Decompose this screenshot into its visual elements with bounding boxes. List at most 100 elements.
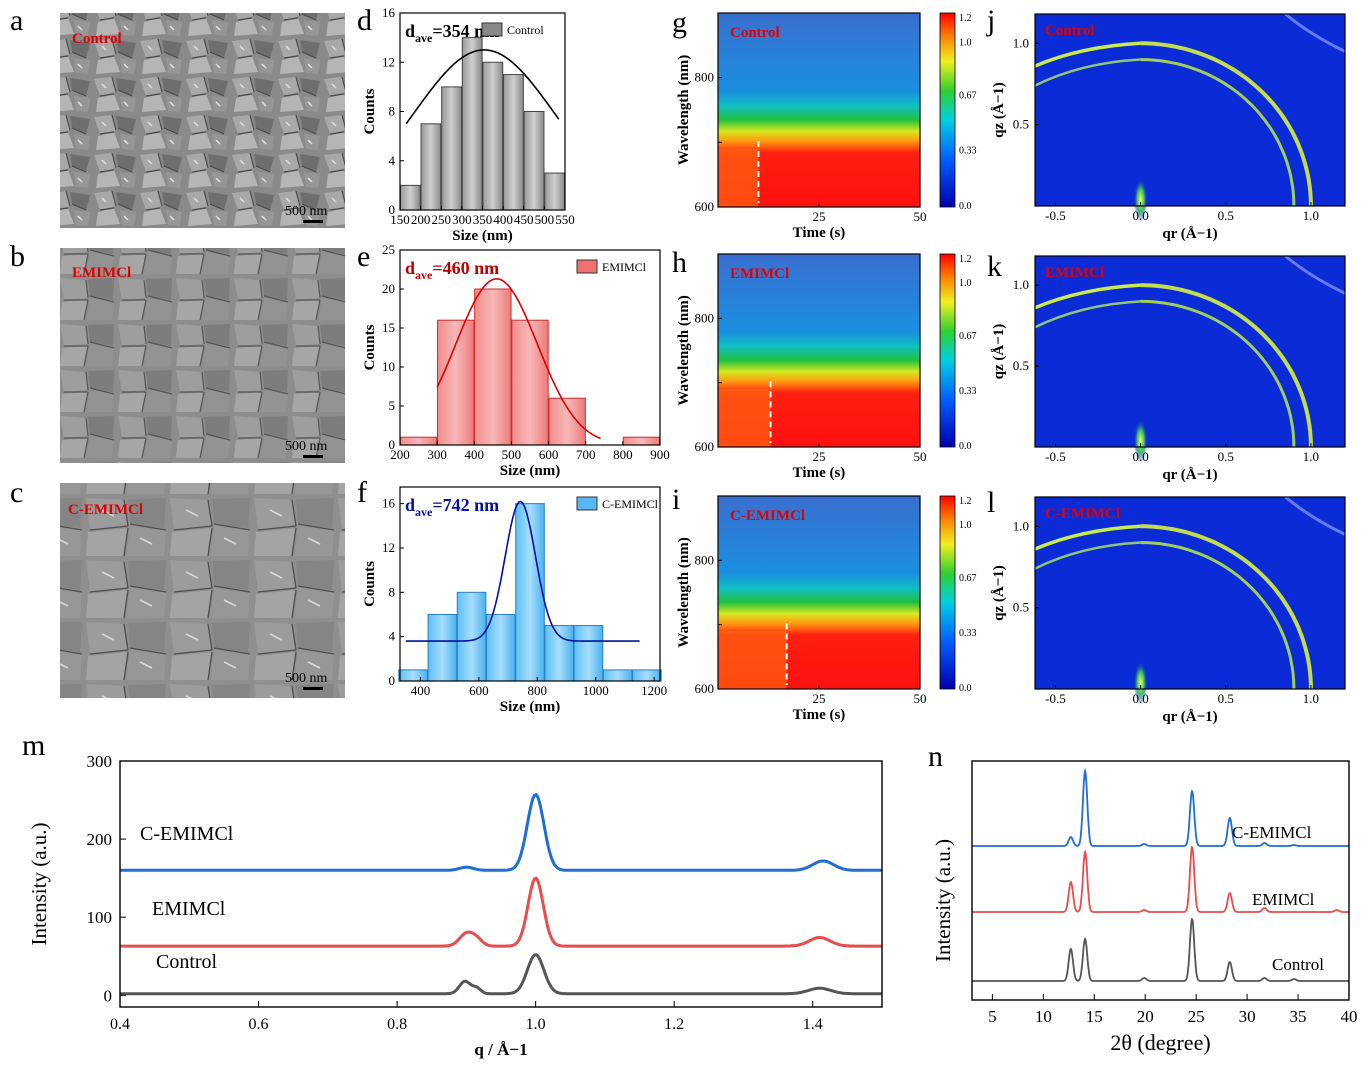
sem-scalebar <box>303 455 323 458</box>
y-tick-label: 12 <box>382 540 395 555</box>
histogram-control: 150 200 250 300 350 400 450 500 550 0 4 8 12 16 Size (… <box>362 5 575 244</box>
series-label: C-EMIMCl <box>1232 823 1312 842</box>
series-label: Control <box>156 951 218 973</box>
histogram-bar <box>427 613 458 682</box>
x-tick-label: 1.0 <box>1303 208 1319 223</box>
histogram-bar <box>622 436 661 446</box>
y-tick-label: 100 <box>87 908 113 927</box>
x-tick-label: 1.0 <box>1303 449 1319 464</box>
y-tick-label: 0 <box>389 673 396 688</box>
x-tick-label: 400 <box>465 447 485 462</box>
panel-letter-i: i <box>672 483 680 516</box>
x-tick-label: 600 <box>539 447 559 462</box>
x-axis-label: Size (nm) <box>500 463 560 479</box>
giwaxs-label: Control <box>1045 23 1095 39</box>
legend-swatch <box>481 22 503 37</box>
giwaxs-background <box>1035 497 1345 689</box>
colorbar-tick-label: 0.67 <box>959 331 977 342</box>
histogram-bar <box>420 123 442 211</box>
panel-letter-a: a <box>10 4 23 37</box>
x-tick-label: 50 <box>914 209 927 224</box>
plot-frame <box>1034 13 1346 207</box>
histogram-bar <box>523 111 545 211</box>
y-tick-label: 300 <box>87 752 113 771</box>
x-tick-label: 5 <box>988 1007 997 1026</box>
colorbar-tick-label: 0.67 <box>959 573 977 584</box>
colorbar-tick-label: 0.33 <box>959 146 977 157</box>
y-axis-label: Intensity (a.u.) <box>27 822 51 945</box>
pl-map-control: g Control 600 800 25 50 Time (s) Wavelength (nm… <box>672 6 977 241</box>
x-axis-label: Size (nm) <box>500 699 560 715</box>
plot-frame <box>399 249 661 446</box>
colorbar-tick-label: 0.0 <box>959 441 972 452</box>
colorbar-tick-label: 0.0 <box>959 683 972 694</box>
diffraction-ring <box>1140 41 1313 206</box>
x-tick-label: 550 <box>555 212 575 227</box>
x-axis-label: q / Å−1 <box>474 1040 527 1059</box>
histogram-bar <box>503 74 524 211</box>
histogram-c-emimcl: 400 600 800 1000 1200 0 4 8 12 16 Size (nm) Counts d… <box>362 486 667 715</box>
legend-label: Control <box>507 23 544 37</box>
histogram-bar <box>437 319 475 446</box>
colorbar <box>939 253 956 448</box>
histogram-bar <box>573 625 604 682</box>
series-line <box>120 953 882 996</box>
giwaxs-pattern-c-emimcl: l C-EMIMCl -0.5 0.0 0.5 1.0 0.5 1.0 qr (Å−1) qz (… <box>987 486 1346 725</box>
x-tick-label: 35 <box>1290 1007 1307 1026</box>
x-tick-label: 1.0 <box>1303 691 1319 706</box>
x-axis-label: qr (Å−1) <box>1162 467 1217 483</box>
beam-stop-spot <box>1133 661 1148 705</box>
faint-ring <box>1284 495 1346 536</box>
diffraction-ring-left <box>1034 524 1141 551</box>
y-tick-label: 600 <box>695 199 715 214</box>
pl-map-c-emimcl: i C-EMIMCl 600 800 25 50 Time (s) Wavelength (n… <box>672 483 977 723</box>
pl-map-emimcl: h EMIMCl 600 800 25 50 Time (s) Wavelength (nm)… <box>672 246 977 481</box>
plot-frame <box>399 486 661 682</box>
giwaxs-background <box>1035 256 1345 447</box>
panel-letter-h: h <box>672 246 687 279</box>
gaussian-fit-line <box>436 278 601 440</box>
plot-frame <box>971 760 1350 1001</box>
faint-ring <box>1284 12 1346 53</box>
x-tick-label: 0.0 <box>1132 449 1148 464</box>
x-tick-label: 200 <box>411 212 431 227</box>
histogram-bar <box>399 436 438 446</box>
histogram-bar <box>441 86 462 211</box>
plot-frame <box>1034 255 1346 448</box>
series-label: EMIMCl <box>1252 890 1315 909</box>
x-tick-label: 25 <box>1188 1007 1205 1026</box>
legend-label: C-EMIMCl <box>602 497 659 511</box>
x-tick-label: 600 <box>469 683 489 698</box>
diffraction-ring-left <box>1034 541 1141 570</box>
panel-letter-l: l <box>987 486 995 519</box>
series-line <box>972 845 1349 913</box>
x-tick-label: 400 <box>411 683 431 698</box>
x-tick-label: 20 <box>1137 1007 1154 1026</box>
x-tick-label: -0.5 <box>1045 449 1066 464</box>
colorbar-tick-label: 0.67 <box>959 91 977 102</box>
series-line <box>120 876 882 948</box>
y-axis-label: qz (Å−1) <box>991 565 1007 621</box>
histogram-bar <box>632 669 662 682</box>
panel-letter-d: d <box>357 4 372 37</box>
y-axis-label: Wavelength (nm) <box>676 295 692 405</box>
y-axis-label: Intensity (a.u.) <box>931 839 955 962</box>
panel-letter-e: e <box>357 240 370 273</box>
beam-stop-spot <box>1133 178 1148 222</box>
histogram-bar <box>544 172 566 211</box>
histogram-bar <box>515 503 545 682</box>
x-axis-label: Time (s) <box>793 225 846 241</box>
x-tick-label: 1.0 <box>526 1016 546 1033</box>
diffraction-ring-left <box>1034 58 1141 87</box>
x-tick-label: 25 <box>813 449 826 464</box>
y-tick-label: 800 <box>695 70 715 85</box>
gaussian-fit-line <box>405 500 640 642</box>
giwaxs-pattern-emimcl: k EMIMCl -0.5 0.0 0.5 1.0 0.5 1.0 qr (Å−1) qz (Å−… <box>987 250 1346 483</box>
colorbar-tick-label: 0.33 <box>959 386 977 397</box>
y-tick-label: 15 <box>382 320 395 335</box>
sem-label-c-emimcl: C-EMIMCl <box>68 502 143 518</box>
histogram-bar <box>485 613 516 682</box>
legend-swatch <box>576 259 598 274</box>
x-tick-label: 30 <box>1239 1007 1256 1026</box>
sem-image-c-emimcl <box>60 483 345 698</box>
